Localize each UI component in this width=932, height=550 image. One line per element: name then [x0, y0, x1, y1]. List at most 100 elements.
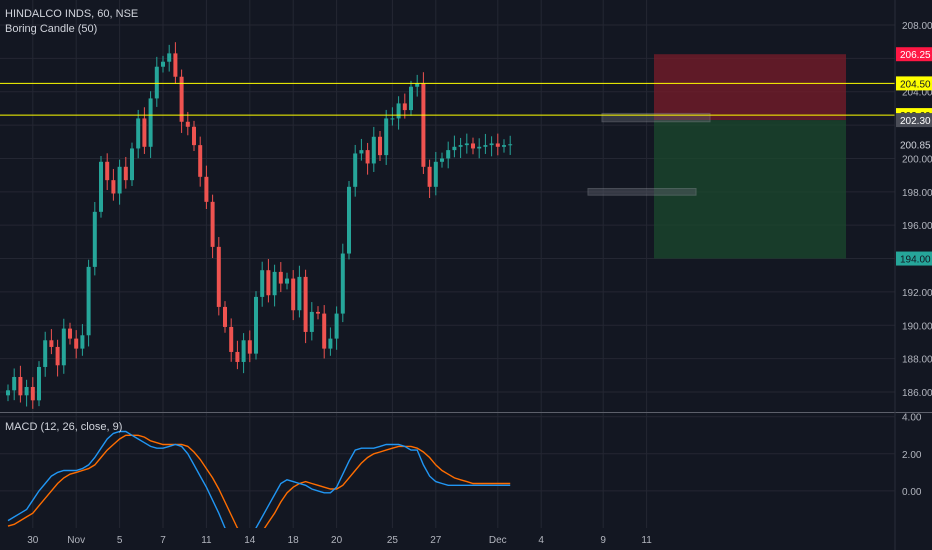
candle-body [402, 103, 407, 111]
candle-body [130, 148, 134, 181]
candle-body [291, 278, 296, 311]
candle-body [433, 161, 438, 187]
candle-body [12, 376, 17, 391]
candle-body [285, 278, 289, 284]
y-tick-label: 190.00 [902, 321, 932, 332]
y-tick-label: 198.00 [902, 188, 932, 199]
candle-body [123, 166, 128, 181]
price-label: 194.00 [900, 255, 931, 266]
indicator-title: Boring Candle (50) [5, 23, 98, 35]
candle-body [216, 246, 221, 307]
macd-line [7, 430, 511, 528]
price-label-box [896, 137, 932, 152]
y-tick-label: 204.00 [902, 88, 932, 99]
candle-body [254, 296, 258, 354]
y-tick-label: 200.00 [902, 154, 932, 165]
candle-body [92, 211, 97, 267]
x-tick-label: 14 [244, 535, 256, 546]
x-tick-label: 27 [430, 535, 442, 546]
candle-body [303, 276, 308, 332]
candle-body [68, 328, 72, 339]
candle-body [80, 335, 85, 349]
candle-body [223, 306, 227, 327]
candle-body [6, 390, 10, 396]
candle-body [105, 161, 110, 181]
candle-body [167, 53, 172, 62]
candle-body [508, 144, 513, 146]
candle-body [452, 146, 457, 151]
candle-body [30, 386, 35, 401]
y-tick-label: 186.00 [902, 388, 932, 399]
candle-body [409, 86, 413, 111]
candle-body [247, 340, 252, 354]
candle-body [173, 53, 178, 77]
x-tick-label: 7 [160, 535, 166, 546]
candle-body [427, 166, 432, 187]
candle-body [359, 150, 364, 154]
candle-body [260, 270, 265, 297]
x-tick-label: 9 [600, 535, 606, 546]
price-label-box [896, 47, 932, 62]
candle-body [185, 121, 190, 127]
candle-body [297, 276, 302, 311]
macd-title: MACD (12, 26, close, 9) [5, 421, 123, 433]
x-tick-label: 11 [641, 535, 652, 546]
price-label-box [896, 113, 932, 128]
candle-body [378, 136, 382, 156]
candle-body [86, 266, 91, 336]
price-label-box [896, 76, 932, 91]
x-tick-label: 30 [27, 535, 39, 546]
candle-body [117, 166, 122, 194]
candle-body [396, 103, 401, 119]
candle-body [37, 366, 41, 401]
candle-body [340, 253, 345, 314]
candle-body [161, 61, 165, 67]
candle-body [204, 176, 209, 202]
stop-loss-zone [654, 54, 846, 121]
candle-body [316, 311, 320, 314]
candle-body [229, 326, 234, 352]
candle-body [241, 340, 246, 362]
candle-body [272, 271, 277, 296]
candle-body [142, 118, 147, 147]
price-label: 206.25 [900, 50, 931, 61]
x-tick-label: 4 [538, 535, 544, 546]
price-label: 204.50 [900, 79, 931, 90]
candle-body [61, 328, 66, 366]
macd-tick-label: 4.00 [902, 413, 922, 424]
target-zone [654, 120, 846, 259]
candle-body [371, 136, 376, 164]
candle-body [55, 346, 60, 366]
y-tick-label: 188.00 [902, 355, 932, 366]
candle-body [198, 145, 203, 177]
candle-body [446, 150, 451, 159]
candle-body [384, 118, 389, 156]
x-tick-label: 11 [201, 535, 212, 546]
macd-tick-label: 2.00 [902, 450, 922, 461]
price-label-box [896, 251, 932, 266]
signal-line [7, 434, 511, 528]
macd-tick-label: 0.00 [902, 487, 922, 498]
candle-body [495, 143, 500, 147]
candle-body [390, 118, 395, 120]
candle-body [49, 340, 54, 347]
candle-body [458, 145, 463, 147]
candle-body [278, 271, 283, 284]
candle-body [136, 118, 141, 149]
candle-body [99, 161, 103, 212]
x-tick-label: 18 [288, 535, 300, 546]
y-tick-label: 196.00 [902, 221, 932, 232]
candle-body [353, 153, 358, 187]
y-tick-label: 208.00 [902, 21, 932, 32]
candle-body [464, 143, 469, 146]
candle-body [415, 83, 420, 87]
candle-body [347, 186, 351, 254]
x-tick-label: 25 [387, 535, 399, 546]
candle-body [154, 66, 159, 99]
x-tick-label: Nov [67, 535, 85, 546]
price-label: 200.85 [900, 140, 931, 151]
candle-body [328, 338, 333, 349]
candle-body [489, 143, 494, 146]
candle-body [43, 340, 48, 367]
